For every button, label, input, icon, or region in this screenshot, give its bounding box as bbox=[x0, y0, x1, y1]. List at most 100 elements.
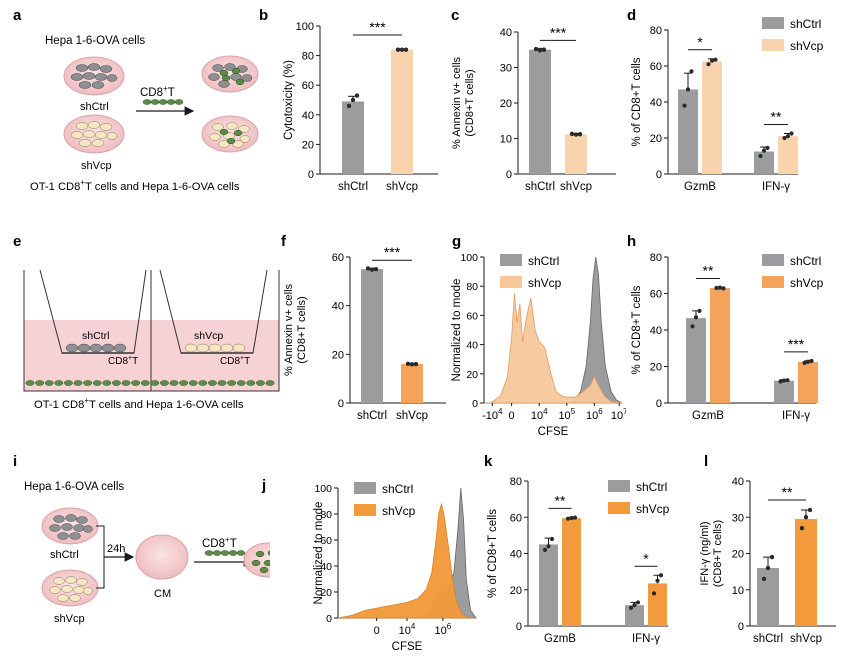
x-axis-label: CFSE bbox=[392, 641, 423, 653]
y-tick-label: 10 bbox=[500, 134, 512, 146]
arrow-tcell-label: CD8+T bbox=[140, 84, 175, 99]
y-tick-label: 60 bbox=[332, 252, 344, 264]
y-tick-label: 20 bbox=[510, 585, 522, 597]
y-tick-label: 0 bbox=[516, 621, 522, 633]
tcell-label-right: CD8+T bbox=[220, 355, 250, 367]
data-point bbox=[809, 358, 814, 364]
data-point bbox=[572, 515, 578, 520]
y-tick-label: 0 bbox=[738, 621, 744, 633]
y-tick-label: 0 bbox=[656, 169, 662, 181]
tcell bbox=[217, 380, 227, 386]
legend-swatch-shVcp bbox=[762, 39, 784, 51]
y-tick-label: 0 bbox=[308, 169, 314, 181]
panel-letter-i: i bbox=[13, 453, 17, 470]
dish-coculture-bottom bbox=[201, 115, 259, 153]
data-point bbox=[533, 46, 539, 52]
y-tick-label: 30 bbox=[732, 512, 744, 524]
data-point bbox=[693, 315, 699, 320]
x-tick-label: shVcp bbox=[560, 181, 592, 193]
data-point bbox=[658, 573, 664, 578]
x-tick-label: IFN-γ bbox=[632, 633, 660, 645]
bar-shVcp-IFN-γ bbox=[778, 136, 798, 174]
data-point bbox=[765, 145, 770, 150]
panel-letter-j: j bbox=[261, 477, 266, 494]
data-point bbox=[689, 69, 694, 74]
bar-shCtrl bbox=[757, 568, 779, 626]
data-point bbox=[350, 97, 356, 103]
data-point bbox=[805, 359, 811, 364]
y-tick-label: 20 bbox=[500, 98, 512, 110]
legend-swatch-shCtrl bbox=[354, 482, 376, 494]
histogram-shVcp bbox=[337, 503, 476, 619]
data-point bbox=[403, 47, 409, 52]
bar-shCtrl-GzmB bbox=[678, 89, 698, 174]
bar-shCtrl-IFN-γ bbox=[774, 380, 794, 403]
y-tick-label: 80 bbox=[510, 476, 522, 488]
legend-swatch-shVcp bbox=[608, 502, 630, 514]
x-tick-label: GzmB bbox=[684, 181, 716, 193]
dish-shvcp-label: shVcp bbox=[81, 160, 112, 172]
merge-bracket bbox=[96, 525, 105, 589]
tcell-chain bbox=[142, 99, 184, 105]
y-tick-label: 0 bbox=[656, 398, 662, 410]
x-tick-label: 104 bbox=[531, 407, 548, 422]
y-tick-label: 80 bbox=[650, 252, 662, 264]
panel-letter-b: b bbox=[259, 7, 268, 24]
transwell-wells bbox=[23, 269, 280, 392]
data-point bbox=[573, 132, 579, 137]
bar-shCtrl bbox=[361, 269, 383, 403]
data-point bbox=[628, 605, 634, 610]
legend-label-shCtrl: shCtrl bbox=[790, 17, 821, 31]
tcell bbox=[102, 380, 112, 386]
data-point bbox=[778, 379, 783, 384]
chart-g-cfse: 0 20 40 60 80 100 -104 0 104 105 106 107 CFSE Normali… bbox=[451, 252, 626, 438]
legend-label-shVcp: shVcp bbox=[636, 502, 670, 516]
y-tick-label: 40 bbox=[732, 476, 744, 488]
bar-shCtrl-IFN-γ bbox=[754, 151, 774, 174]
y-axis-label-2: (CD8+T cells) bbox=[712, 520, 724, 587]
y-tick-label: 60 bbox=[302, 80, 314, 92]
x-tick-label: shCtrl bbox=[753, 633, 783, 645]
tcell bbox=[198, 380, 208, 386]
panel-letter-k: k bbox=[484, 453, 493, 470]
bar-shVcp-GzmB bbox=[710, 288, 730, 403]
data-point bbox=[721, 286, 726, 291]
data-point bbox=[395, 47, 401, 52]
legend-swatch-shCtrl bbox=[500, 254, 522, 266]
y-tick-label: 0 bbox=[338, 398, 344, 410]
dish-shctrl-label: shCtrl bbox=[80, 101, 109, 113]
y-axis-label: Normalized to mode bbox=[451, 279, 463, 382]
bottom-tcells bbox=[25, 380, 275, 386]
x-tick-label: IFN-γ bbox=[782, 410, 810, 422]
legend-label-shCtrl: shCtrl bbox=[528, 254, 559, 268]
x-tick-label: shVcp bbox=[386, 181, 418, 193]
tcell bbox=[112, 380, 121, 386]
x-tick-label: 0 bbox=[509, 410, 515, 422]
panel-a-caption: OT-1 CD8+T cells and Hepa 1-6-OVA cells bbox=[30, 178, 240, 193]
y-tick-label: 60 bbox=[650, 289, 662, 301]
x-tick-label: shVcp bbox=[790, 633, 822, 645]
tcell bbox=[169, 380, 179, 386]
x-tick-label: GzmB bbox=[692, 410, 724, 422]
chart-l-ifng: 0 10 20 30 40 shCtrl shVcp ** IFN-γ (ng/ml) (CD8+… bbox=[700, 476, 836, 645]
bar-shVcp-GzmB bbox=[702, 61, 722, 174]
tcell bbox=[44, 380, 54, 386]
tcell bbox=[159, 380, 169, 386]
y-tick-label: 20 bbox=[320, 587, 332, 599]
significance-stars: *** bbox=[369, 19, 386, 35]
bar-shCtrl bbox=[529, 49, 551, 174]
legend-label-shCtrl: shCtrl bbox=[636, 480, 667, 494]
dish-shctrl bbox=[63, 56, 125, 96]
y-tick-label: 20 bbox=[466, 369, 478, 381]
data-point bbox=[765, 565, 771, 571]
i-tcell-chain bbox=[204, 550, 246, 556]
tcell bbox=[73, 380, 83, 386]
y-axis-label: Normalized to mode bbox=[313, 502, 325, 605]
data-point bbox=[537, 48, 543, 53]
dish-i-shctrl-label: shCtrl bbox=[50, 549, 79, 561]
significance-stars: *** bbox=[550, 24, 567, 40]
tcell bbox=[150, 380, 160, 386]
x-tick-label: 107 bbox=[611, 407, 626, 422]
bar-shVcp bbox=[565, 134, 587, 174]
